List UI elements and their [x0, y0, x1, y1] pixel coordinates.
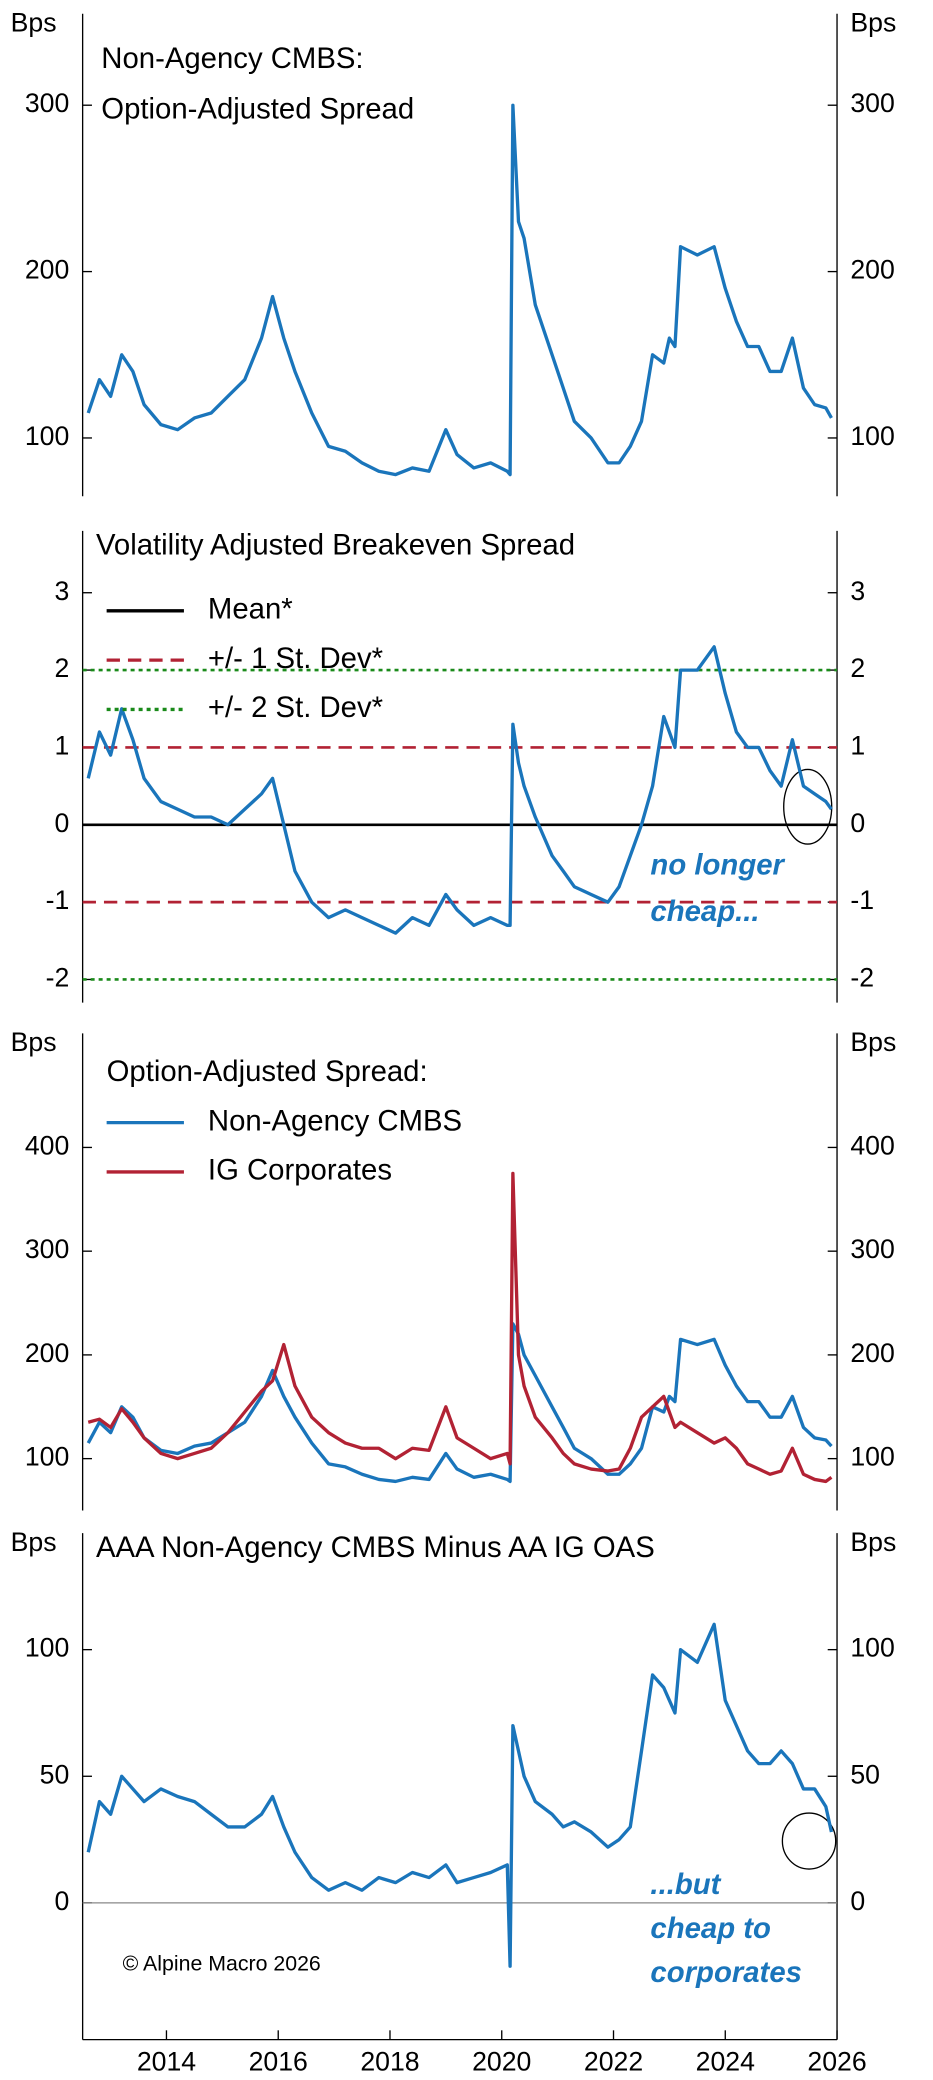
source: © Alpine Macro 2026 [123, 1952, 321, 1976]
annotation: corporates [650, 1956, 802, 1989]
y-tick-label: 2 [850, 653, 865, 683]
y-tick-label: 3 [54, 576, 69, 606]
y-tick-label: 100 [850, 1633, 894, 1663]
y-axis-label: Bps [11, 1527, 57, 1557]
chart-title: AAA Non-Agency CMBS Minus AA IG OAS [96, 1531, 655, 1564]
legend-label: +/- 1 St. Dev* [208, 642, 383, 675]
y-tick-label: 200 [850, 255, 894, 285]
x-tick-label: 2016 [249, 2047, 308, 2077]
chart-title: Non-Agency CMBS: [101, 42, 363, 75]
x-tick-label: 2018 [360, 2047, 419, 2077]
y-tick-label: 300 [25, 88, 69, 118]
y-tick-label: 100 [25, 1442, 69, 1472]
y-tick-label: 300 [850, 1234, 894, 1264]
legend-label: Non-Agency CMBS [208, 1104, 462, 1137]
y-tick-label: 100 [850, 421, 894, 451]
y-tick-label: 2 [54, 653, 69, 683]
x-tick-label: 2014 [137, 2047, 196, 2077]
series-line [86, 103, 833, 477]
y-tick-label: 400 [850, 1130, 894, 1160]
legend-label: +/- 2 St. Dev* [208, 691, 383, 724]
series-line [87, 1171, 833, 1484]
y-tick-label: 200 [25, 255, 69, 285]
y-axis-label: Bps [11, 7, 57, 37]
y-axis-label: Bps [850, 1527, 896, 1557]
annotation: cheap to [650, 1912, 771, 1945]
y-axis-label: Bps [850, 7, 896, 37]
y-tick-label: 400 [25, 1130, 69, 1160]
chart-title: Option-Adjusted Spread [101, 93, 414, 126]
y-tick-label: 100 [25, 1633, 69, 1663]
x-tick-label: 2026 [807, 2047, 866, 2077]
y-tick-label: -1 [850, 885, 874, 915]
x-tick-label: 2020 [472, 2047, 531, 2077]
y-tick-label: 1 [850, 730, 865, 760]
y-tick-label: 300 [25, 1234, 69, 1264]
y-tick-label: 300 [850, 88, 894, 118]
series-line [86, 1322, 833, 1484]
y-tick-label: 200 [25, 1338, 69, 1368]
highlight-circle [781, 1812, 837, 1870]
chart-title: Volatility Adjusted Breakeven Spread [96, 529, 575, 562]
annotation: ...but [650, 1868, 721, 1901]
x-tick-label: 2022 [584, 2047, 643, 2077]
y-tick-label: 50 [850, 1759, 880, 1789]
highlight-circle [783, 768, 833, 845]
y-tick-label: 0 [850, 808, 865, 838]
y-tick-label: 100 [850, 1442, 894, 1472]
legend-label: IG Corporates [208, 1154, 392, 1187]
y-tick-label: 50 [40, 1759, 70, 1789]
annotation: no longer [650, 848, 785, 881]
y-axis-label: Bps [11, 1027, 57, 1057]
y-tick-label: 3 [850, 576, 865, 606]
annotation: cheap... [650, 895, 759, 928]
y-tick-label: -2 [46, 963, 70, 993]
series-line [86, 1622, 834, 1968]
y-tick-label: 0 [54, 808, 69, 838]
x-tick-label: 2024 [696, 2047, 755, 2077]
y-tick-label: -1 [46, 885, 70, 915]
legend-title: Option-Adjusted Spread: [107, 1055, 428, 1088]
y-tick-label: 1 [54, 730, 69, 760]
y-tick-label: 100 [25, 421, 69, 451]
y-tick-label: -2 [850, 963, 874, 993]
y-tick-label: 0 [54, 1886, 69, 1916]
legend-label: Mean* [208, 593, 293, 626]
series-line [86, 645, 833, 935]
y-axis-label: Bps [850, 1027, 896, 1057]
y-tick-label: 200 [850, 1338, 894, 1368]
y-tick-label: 0 [850, 1886, 865, 1916]
